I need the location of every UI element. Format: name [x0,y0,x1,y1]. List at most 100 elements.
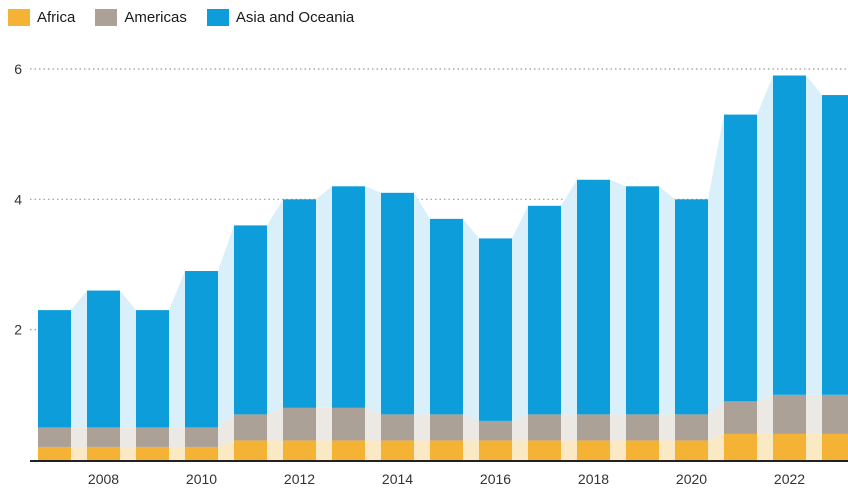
bar-africa-2015 [430,440,463,460]
bar-americas-2015 [430,414,463,441]
bar-americas-2021 [724,401,757,434]
connector-americas [806,394,822,434]
connector-americas [120,427,136,447]
connector-americas [610,414,626,441]
connector-asia-and-oceania [71,290,87,428]
bar-asia-and-oceania-2008 [87,290,120,428]
x-tick-labels: 2008 2010 2012 2014 2016 2018 2020 2022 [88,471,805,487]
bar-africa-2010 [185,446,218,460]
connector-africa [757,433,773,460]
connector-africa [659,440,675,460]
connector-americas [512,414,528,441]
x-tick-label: 2012 [284,471,315,487]
bar-asia-and-oceania-2015 [430,218,463,415]
x-tick-label: 2018 [578,471,609,487]
connector-africa [71,446,87,460]
bar-americas-2016 [479,420,512,441]
connector-africa [267,440,283,460]
bars [38,75,848,460]
bar-americas-2023 [822,394,848,434]
connector-africa [414,440,430,460]
connector-americas [218,414,234,447]
legend-swatch-asia-oceania [206,8,229,26]
legend-item-asia-oceania: Asia and Oceania [206,8,355,26]
bar-africa-2023 [822,433,848,460]
bar-africa-2020 [675,440,708,460]
connector-africa [463,440,479,460]
connector-africa [365,440,381,460]
connector-asia-and-oceania [316,186,332,408]
bar-americas-2009 [136,427,169,447]
bar-americas-2012 [283,407,316,441]
x-tick-label: 2014 [382,471,413,487]
legend-label-asia-oceania: Asia and Oceania [235,8,355,26]
bar-africa-2021 [724,433,757,460]
connector-africa [218,440,234,460]
bar-asia-and-oceania-2012 [283,199,316,408]
connector-americas [71,427,87,447]
bar-americas-2019 [626,414,659,441]
legend: Africa Americas Asia and Oceania [8,5,374,29]
connector-asia-and-oceania [806,75,822,395]
connector-americas [757,394,773,434]
bar-americas-2017 [528,414,561,441]
y-tick-label: 6 [14,61,22,77]
bar-asia-and-oceania-2019 [626,186,659,415]
bar-africa-2019 [626,440,659,460]
connector-africa [708,433,724,460]
connector-americas [708,401,724,441]
connector-americas [365,407,381,441]
bar-africa-2016 [479,440,512,460]
bar-asia-and-oceania-2013 [332,186,365,408]
x-tick-label: 2020 [676,471,707,487]
bar-americas-2008 [87,427,120,447]
bar-asia-and-oceania-2014 [381,192,414,415]
bar-asia-and-oceania-2011 [234,225,267,415]
y-tick-label: 4 [14,191,22,207]
bar-asia-and-oceania-2017 [528,205,561,415]
connector-americas [659,414,675,441]
x-tick-label: 2010 [186,471,217,487]
connector-americas [267,407,283,441]
y-tick-labels: 2 4 6 [14,61,22,338]
bar-americas-2013 [332,407,365,441]
bar-asia-and-oceania-2009 [136,310,169,428]
bar-asia-and-oceania-2018 [577,179,610,415]
bar-asia-and-oceania-2020 [675,199,708,415]
x-tick-label: 2008 [88,471,119,487]
bar-americas-2020 [675,414,708,441]
bar-africa-2013 [332,440,365,460]
connector-asia-and-oceania [463,218,479,421]
bar-americas-2014 [381,414,414,441]
connector-africa [316,440,332,460]
connector-africa [120,446,136,460]
connector-africa [169,446,185,460]
connector-americas [463,414,479,441]
bar-asia-and-oceania-2016 [479,238,512,421]
connector-americas [414,414,430,441]
legend-label-africa: Africa [37,8,76,26]
bar-asia-and-oceania-2021 [724,114,757,402]
connector-asia-and-oceania [169,271,185,428]
area-connectors [71,75,822,460]
legend-label-americas: Americas [124,8,187,26]
connector-africa [806,433,822,460]
connector-asia-and-oceania [120,290,136,428]
bar-africa-2012 [283,440,316,460]
connector-americas [561,414,577,441]
bar-americas-2022 [773,394,806,434]
legend-item-africa: Africa [8,8,76,26]
bar-asia-and-oceania-2007 [38,310,71,428]
legend-swatch-africa [8,8,30,26]
connector-asia-and-oceania [512,205,528,421]
bar-americas-2007 [38,427,71,447]
connector-asia-and-oceania [561,179,577,415]
legend-item-americas: Americas [95,8,187,26]
connector-asia-and-oceania [708,114,724,415]
bar-asia-and-oceania-2023 [822,95,848,395]
bar-africa-2011 [234,440,267,460]
connector-asia-and-oceania [365,186,381,415]
bar-americas-2018 [577,414,610,441]
x-tick-label: 2016 [480,471,511,487]
